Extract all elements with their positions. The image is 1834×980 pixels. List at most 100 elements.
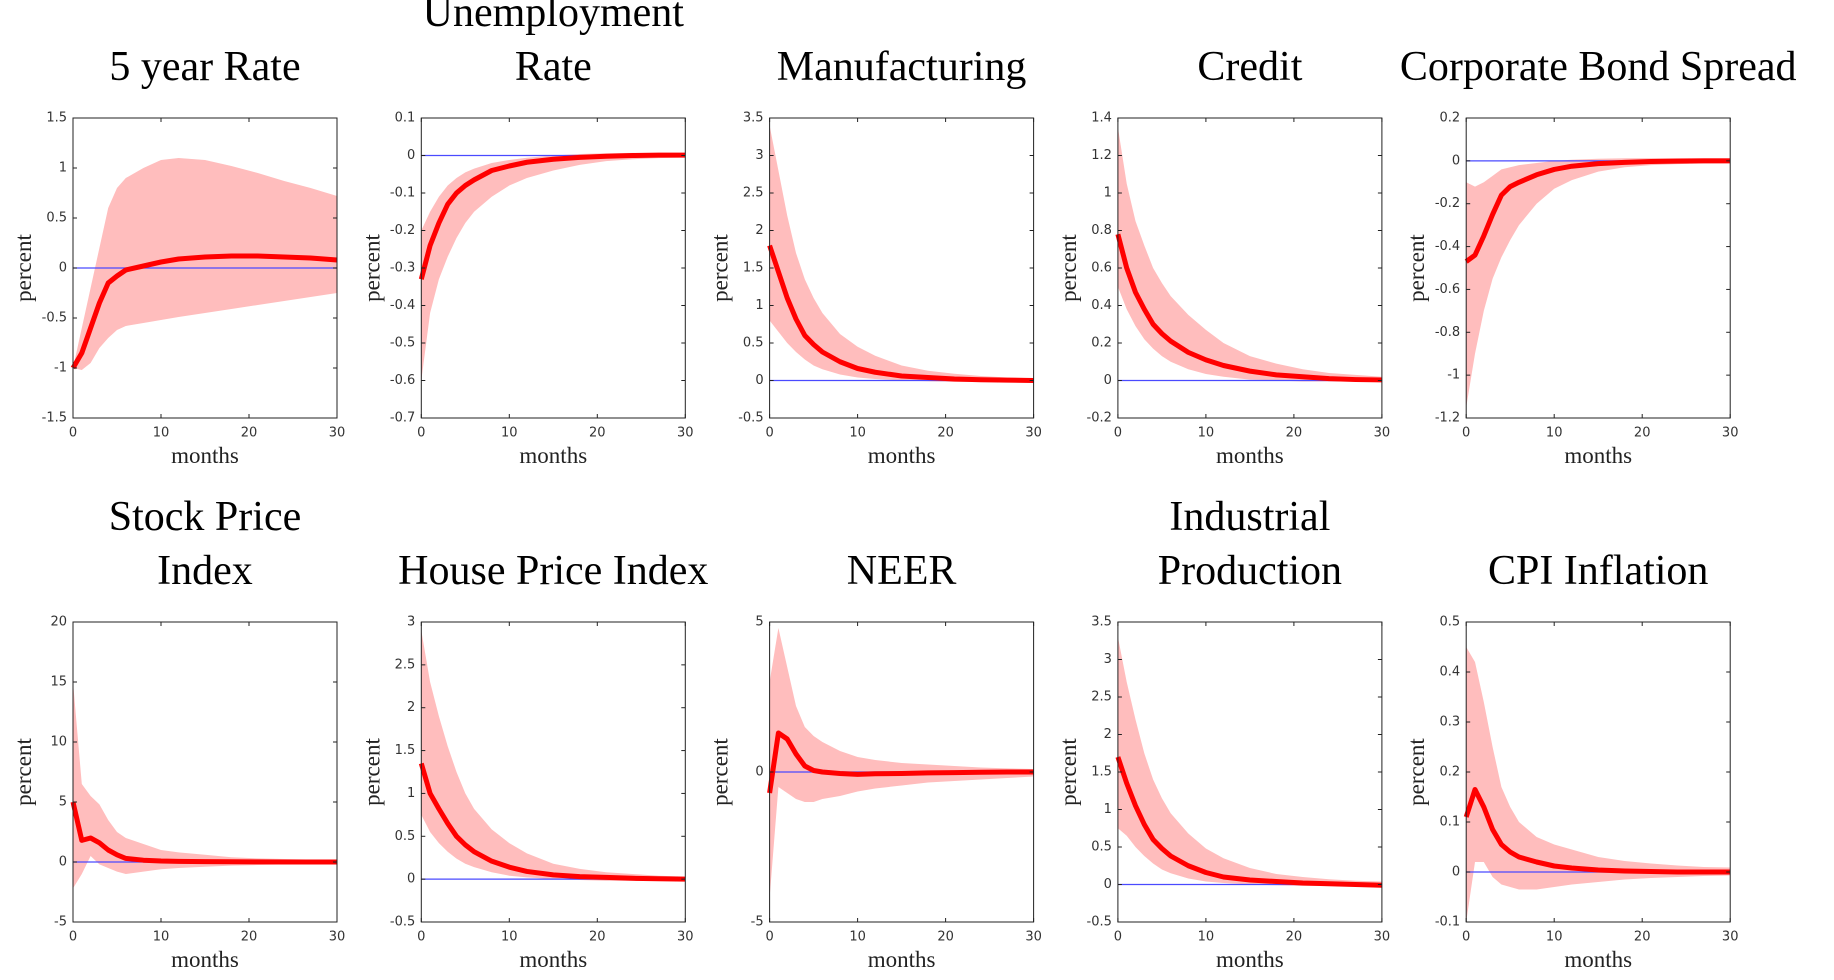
panel: Credit-0.200.20.40.60.811.21.40 10 20 30mon… [1056,44,1390,468]
y-tick-label: 0.2 [1091,336,1112,351]
y-tick-label: 0.8 [1091,223,1112,238]
x-tick-label: 0 [1114,426,1122,441]
y-tick-label: -0.2 [1435,196,1460,211]
x-tick-label: 30 [1722,426,1739,441]
y-tick-label: 0 [1452,153,1460,168]
y-axis-label: percent [1404,234,1429,302]
x-tick-label: 0 [417,426,425,441]
y-tick-label: 2 [1104,727,1112,742]
y-tick-label: 1 [1104,802,1112,817]
y-tick-label: 0.6 [1091,261,1112,276]
y-tick-label: -0.2 [1087,411,1112,426]
panel-title: Stock Price [109,494,301,540]
response-line [1115,233,1382,383]
y-tick-label: -0.3 [390,261,415,276]
response-line [767,244,1034,383]
response-line [418,152,686,280]
panel-title: House Price Index [398,548,708,594]
y-axis-label: percent [359,234,384,302]
y-tick-label: 0 [755,373,763,388]
x-axis-label: months [868,947,936,972]
y-tick-label: 5 [755,615,763,630]
y-axis-label: percent [11,234,36,302]
y-tick-label: 0.1 [395,111,416,126]
y-tick-label: -0.5 [1087,915,1112,930]
y-tick-label: 1.5 [743,261,764,276]
y-tick-label: 0 [1104,373,1112,388]
y-tick-label: 0.5 [395,829,416,844]
x-tick-label: 0 [1462,930,1470,945]
axes-box [72,621,338,923]
y-tick-label: 15 [50,675,67,690]
y-axis-label: percent [1404,738,1429,806]
response-line [418,762,686,882]
y-tick-label: 0.1 [1440,815,1461,830]
confidence-band [73,682,337,889]
x-tick-label: 20 [241,426,258,441]
x-tick-label: 0 [1114,930,1122,945]
x-tick-label: 20 [1286,930,1303,945]
y-tick-label: 1 [1104,186,1112,201]
x-tick-label: 30 [329,930,346,945]
y-tick-label: 0.5 [743,336,764,351]
x-tick-label: 10 [153,426,170,441]
y-tick-label: -0.7 [390,411,415,426]
y-tick-label: 0.5 [1091,840,1112,855]
x-tick-label: 20 [1286,426,1303,441]
y-tick-label: 10 [50,735,67,750]
confidence-band [1466,158,1731,408]
y-tick-label: -0.6 [390,373,415,388]
x-tick-label: 10 [1198,426,1215,441]
confidence-band [73,158,337,370]
axes-box [1465,117,1731,419]
x-tick-label: 30 [1374,426,1391,441]
y-tick-label: -5 [54,915,67,930]
panel: IndustrialProduction-0.500.511.522.533.5… [1056,494,1390,972]
x-axis-label: months [171,443,239,468]
panel-title: CPI Inflation [1488,548,1708,594]
x-axis-label: months [171,947,239,972]
panel-title: Credit [1197,44,1302,90]
y-tick-label: 0.5 [1440,615,1461,630]
response-line [70,801,337,865]
panel-title: Production [1158,548,1342,594]
y-tick-label: 20 [50,615,67,630]
y-tick-label: -0.1 [390,186,415,201]
y-tick-label: -0.5 [390,336,415,351]
y-tick-label: 1.2 [1091,148,1112,163]
confidence-band [1117,637,1382,886]
y-tick-label: 0 [755,765,763,780]
y-tick-label: 1.5 [1091,765,1112,780]
x-axis-label: months [519,947,587,972]
y-tick-label: 3 [755,148,763,163]
x-tick-label: 10 [849,930,866,945]
panel-title: Corporate Bond Spread [1400,44,1797,90]
confidence-band [1466,647,1731,922]
confidence-band [1117,127,1382,382]
response-line [70,253,338,370]
y-tick-label: 0 [407,148,415,163]
y-tick-label: -0.6 [1435,282,1460,297]
y-tick-label: 5 [59,795,67,810]
y-tick-label: 0 [1452,865,1460,880]
y-tick-label: -1 [1447,368,1460,383]
x-tick-label: 10 [153,930,170,945]
y-tick-label: -1.5 [42,411,67,426]
x-axis-label: months [1216,443,1284,468]
x-tick-label: 20 [937,930,954,945]
axes-box [420,621,686,923]
x-axis-label: months [868,443,936,468]
x-tick-label: 20 [589,930,606,945]
y-tick-label: 0 [59,261,67,276]
panel: 5 year Rate -1.5 -1 -0.5 0 0.5 1 1.5 0 10 20 30 mont… [11,44,345,468]
x-tick-label: 20 [589,426,606,441]
panel: Corporate Bond Spread -1.2 -1 -0.8 -0.6 -0.4 -… [1400,44,1797,468]
y-tick-label: -0.5 [738,411,763,426]
y-tick-label: 0.2 [1440,765,1461,780]
y-tick-label: 0.4 [1091,298,1112,313]
y-tick-label: 3.5 [1091,615,1112,630]
x-tick-label: 0 [765,930,773,945]
y-axis-label: percent [708,738,733,806]
